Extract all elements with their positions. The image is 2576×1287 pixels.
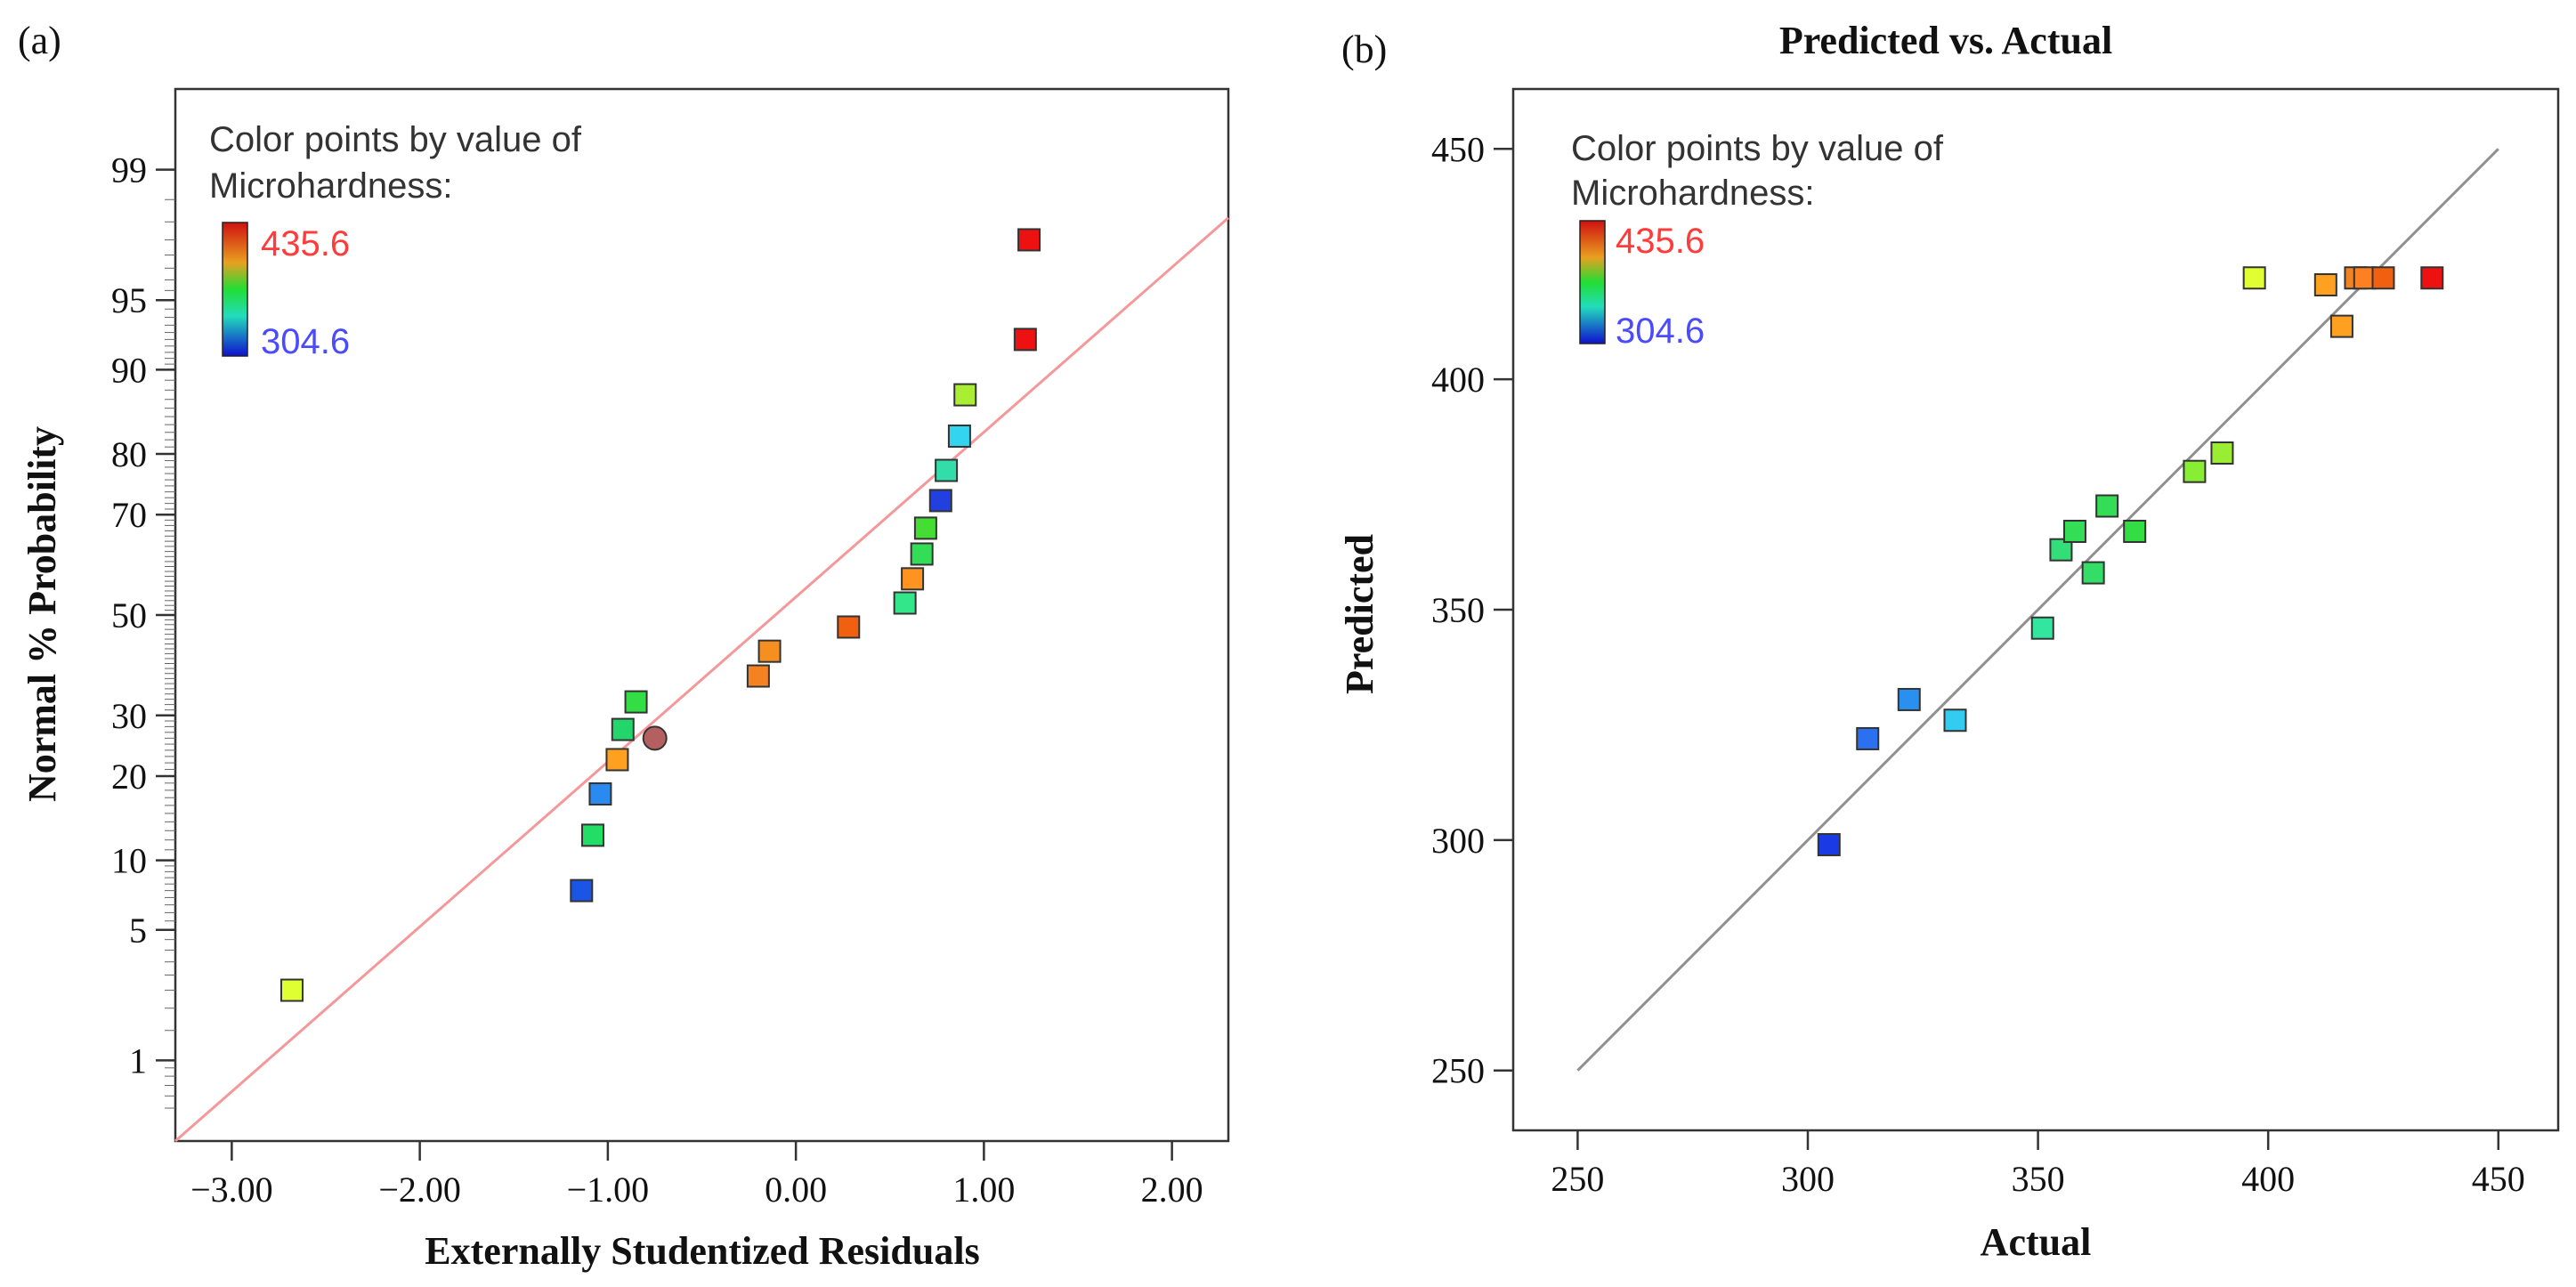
panel-a-x-tick-label: −2.00: [378, 1170, 461, 1210]
panel-a-y-tick-label: 20: [111, 757, 147, 797]
panel-a-data-point: [837, 615, 861, 639]
panel-a-y-tick-label: 50: [111, 595, 147, 635]
panel-b-data-point: [1897, 687, 1921, 711]
panel-a-y-minor-ticks: [165, 169, 175, 1109]
panel-a-x-tick-label: −1.00: [567, 1170, 650, 1210]
panel-a-y-tick-label: 10: [111, 841, 147, 881]
panel-b-x-tick-label: 350: [2012, 1159, 2065, 1199]
panel-a-data-point: [746, 664, 770, 688]
panel-a-x-tick-label: 1.00: [952, 1170, 1015, 1210]
panel-b-legend-colorbar: [1579, 220, 1606, 344]
panel-b-data-point: [2313, 273, 2337, 297]
panel-a: (a) 1 5 10 20 30 50 70 80 90 95 99 −3.00 −2.00 −1.00…: [18, 19, 1230, 1273]
panel-b-data-point: [1856, 726, 1880, 750]
panel-b-y-axis-label: Predicted: [1338, 534, 1381, 694]
panel-b-data-point: [2371, 266, 2395, 290]
panel-a-label: (a): [18, 19, 61, 62]
panel-b-data-point: [2183, 459, 2207, 483]
panel-a-x-axis-label: Externally Studentized Residuals: [425, 1229, 979, 1273]
panel-b-fit-line: [1576, 148, 2499, 1072]
panel-a-data-point: [1013, 328, 1037, 352]
panel-a-data-point: [605, 748, 629, 772]
panel-b-x-axis: 250 300 350 400 450: [1551, 1130, 2525, 1199]
panel-b-data-point: [2030, 616, 2054, 640]
panel-a-fit-line: [174, 216, 1229, 1143]
panel-a-data-point: [757, 639, 782, 663]
panel-a-legend-title-line2: Microhardness:: [209, 166, 452, 206]
panel-b-y-axis: 250 300 350 400 450: [1431, 129, 1513, 1091]
panel-a-data-point: [901, 567, 925, 591]
panel-b-x-axis-label: Actual: [1981, 1220, 2092, 1264]
panel-b-data-point: [2123, 519, 2147, 543]
panel-b-y-tick-label: 400: [1431, 360, 1485, 400]
panel-b-y-tick-label: 300: [1431, 821, 1485, 861]
panel-b-x-tick-label: 300: [1781, 1159, 1835, 1199]
panel-a-y-tick-label: 30: [111, 696, 147, 736]
panel-b-x-tick-label: 400: [2241, 1159, 2295, 1199]
panel-b-data-point: [1817, 833, 1841, 857]
panel-b-data-point: [2242, 266, 2266, 290]
panel-a-data-point: [588, 782, 612, 806]
panel-a-data-point: [913, 516, 937, 540]
panel-b-legend-max-label: 435.6: [1616, 222, 1705, 261]
panel-a-y-tick-label: 95: [111, 280, 147, 320]
panel-a-data-point: [642, 725, 668, 751]
panel-a-data-point: [611, 717, 635, 741]
panel-b-title: Predicted vs. Actual: [1779, 19, 2112, 62]
panel-a-legend-title-line1: Color points by value of: [209, 120, 582, 159]
panel-a-legend-min-label: 304.6: [261, 322, 350, 361]
panel-a-data-point: [1017, 228, 1041, 252]
panel-a-plot-frame: [174, 87, 1230, 1143]
panel-a-y-tick-label: 90: [111, 350, 147, 390]
panel-a-legend-colorbar: [222, 222, 248, 357]
panel-b-legend-title-line1: Color points by value of: [1571, 129, 1944, 168]
panel-a-data-point: [893, 591, 917, 615]
panel-a-x-tick-label: 0.00: [765, 1170, 827, 1210]
panel-a-legend: Color points by value of Microhardness: …: [209, 120, 582, 361]
panel-b-legend-title-line2: Microhardness:: [1571, 174, 1814, 213]
panel-a-data-point: [947, 424, 971, 448]
panel-b-data-point: [2210, 441, 2234, 465]
panel-a-data-point: [570, 878, 594, 903]
panel-b-data-point: [2062, 519, 2086, 543]
panel-b-label: (b): [1341, 28, 1387, 71]
panel-a-data-point: [624, 690, 648, 714]
panel-b-data-point: [2095, 494, 2119, 518]
panel-b-data-point: [2329, 314, 2353, 338]
panel-b-data-points: [1817, 266, 2444, 857]
panel-a-legend-max-label: 435.6: [261, 224, 350, 263]
panel-a-y-tick-label: 70: [111, 495, 147, 535]
panel-b: (b) Predicted vs. Actual 250 300 350 400 450…: [1338, 19, 2560, 1264]
panel-b-y-tick-label: 250: [1431, 1051, 1485, 1091]
panel-b-x-tick-label: 250: [1551, 1159, 1604, 1199]
panel-b-legend-min-label: 304.6: [1616, 312, 1705, 351]
panel-a-x-tick-label: 2.00: [1141, 1170, 1203, 1210]
panel-a-x-tick-label: −3.00: [190, 1170, 273, 1210]
panel-a-data-point: [279, 978, 304, 1002]
panel-b-x-tick-label: 450: [2472, 1159, 2525, 1199]
panel-b-data-point: [1943, 708, 1967, 733]
panel-a-y-axis-label: Normal % Probability: [20, 426, 64, 802]
panel-a-y-axis: 1 5 10 20 30 50 70 80 90 95 99: [111, 150, 175, 1081]
panel-b-data-point: [2420, 266, 2444, 290]
panel-b-data-point: [2081, 561, 2105, 585]
panel-a-y-tick-label: 5: [129, 911, 147, 951]
panel-a-data-point: [580, 823, 604, 847]
panel-a-data-point: [928, 489, 952, 513]
panel-a-data-point: [935, 458, 959, 482]
panel-a-y-tick-label: 1: [129, 1040, 147, 1081]
panel-a-data-point: [910, 542, 934, 566]
panel-a-y-tick-label: 80: [111, 434, 147, 474]
panel-b-y-tick-label: 450: [1431, 129, 1485, 169]
panel-a-data-point: [953, 383, 977, 407]
panel-a-x-axis: −3.00 −2.00 −1.00 0.00 1.00 2.00: [190, 1141, 1203, 1210]
panel-b-legend: Color points by value of Microhardness: …: [1571, 129, 1944, 351]
panel-a-y-tick-label: 99: [111, 150, 147, 190]
panel-b-y-tick-label: 350: [1431, 590, 1485, 630]
panel-a-data-points: [279, 228, 1041, 1002]
